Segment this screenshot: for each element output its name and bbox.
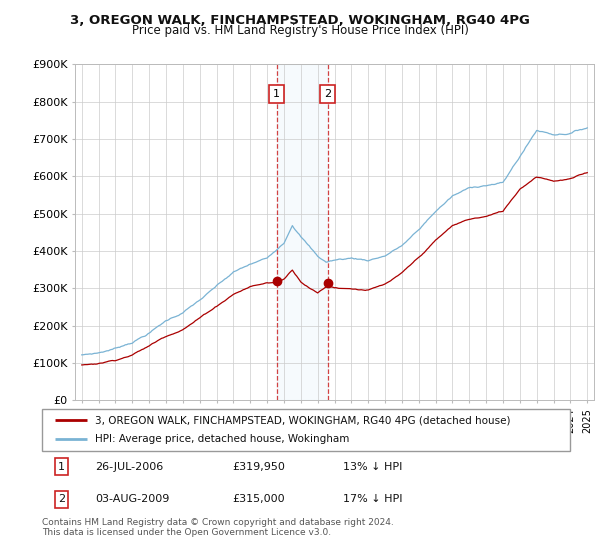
Text: 3, OREGON WALK, FINCHAMPSTEAD, WOKINGHAM, RG40 4PG (detached house): 3, OREGON WALK, FINCHAMPSTEAD, WOKINGHAM… — [95, 415, 510, 425]
Text: £319,950: £319,950 — [232, 461, 285, 472]
FancyBboxPatch shape — [42, 409, 570, 451]
Text: 17% ↓ HPI: 17% ↓ HPI — [343, 494, 403, 505]
Text: Contains HM Land Registry data © Crown copyright and database right 2024.
This d: Contains HM Land Registry data © Crown c… — [42, 518, 394, 538]
Text: 13% ↓ HPI: 13% ↓ HPI — [343, 461, 403, 472]
Text: 3, OREGON WALK, FINCHAMPSTEAD, WOKINGHAM, RG40 4PG: 3, OREGON WALK, FINCHAMPSTEAD, WOKINGHAM… — [70, 14, 530, 27]
Text: 2: 2 — [58, 494, 65, 505]
Text: £315,000: £315,000 — [232, 494, 285, 505]
Text: HPI: Average price, detached house, Wokingham: HPI: Average price, detached house, Woki… — [95, 435, 349, 445]
Text: 1: 1 — [273, 89, 280, 99]
Text: Price paid vs. HM Land Registry's House Price Index (HPI): Price paid vs. HM Land Registry's House … — [131, 24, 469, 37]
Bar — [277, 64, 328, 400]
Text: 1: 1 — [58, 461, 65, 472]
Text: 2: 2 — [324, 89, 331, 99]
Text: 26-JUL-2006: 26-JUL-2006 — [95, 461, 163, 472]
Text: 03-AUG-2009: 03-AUG-2009 — [95, 494, 169, 505]
